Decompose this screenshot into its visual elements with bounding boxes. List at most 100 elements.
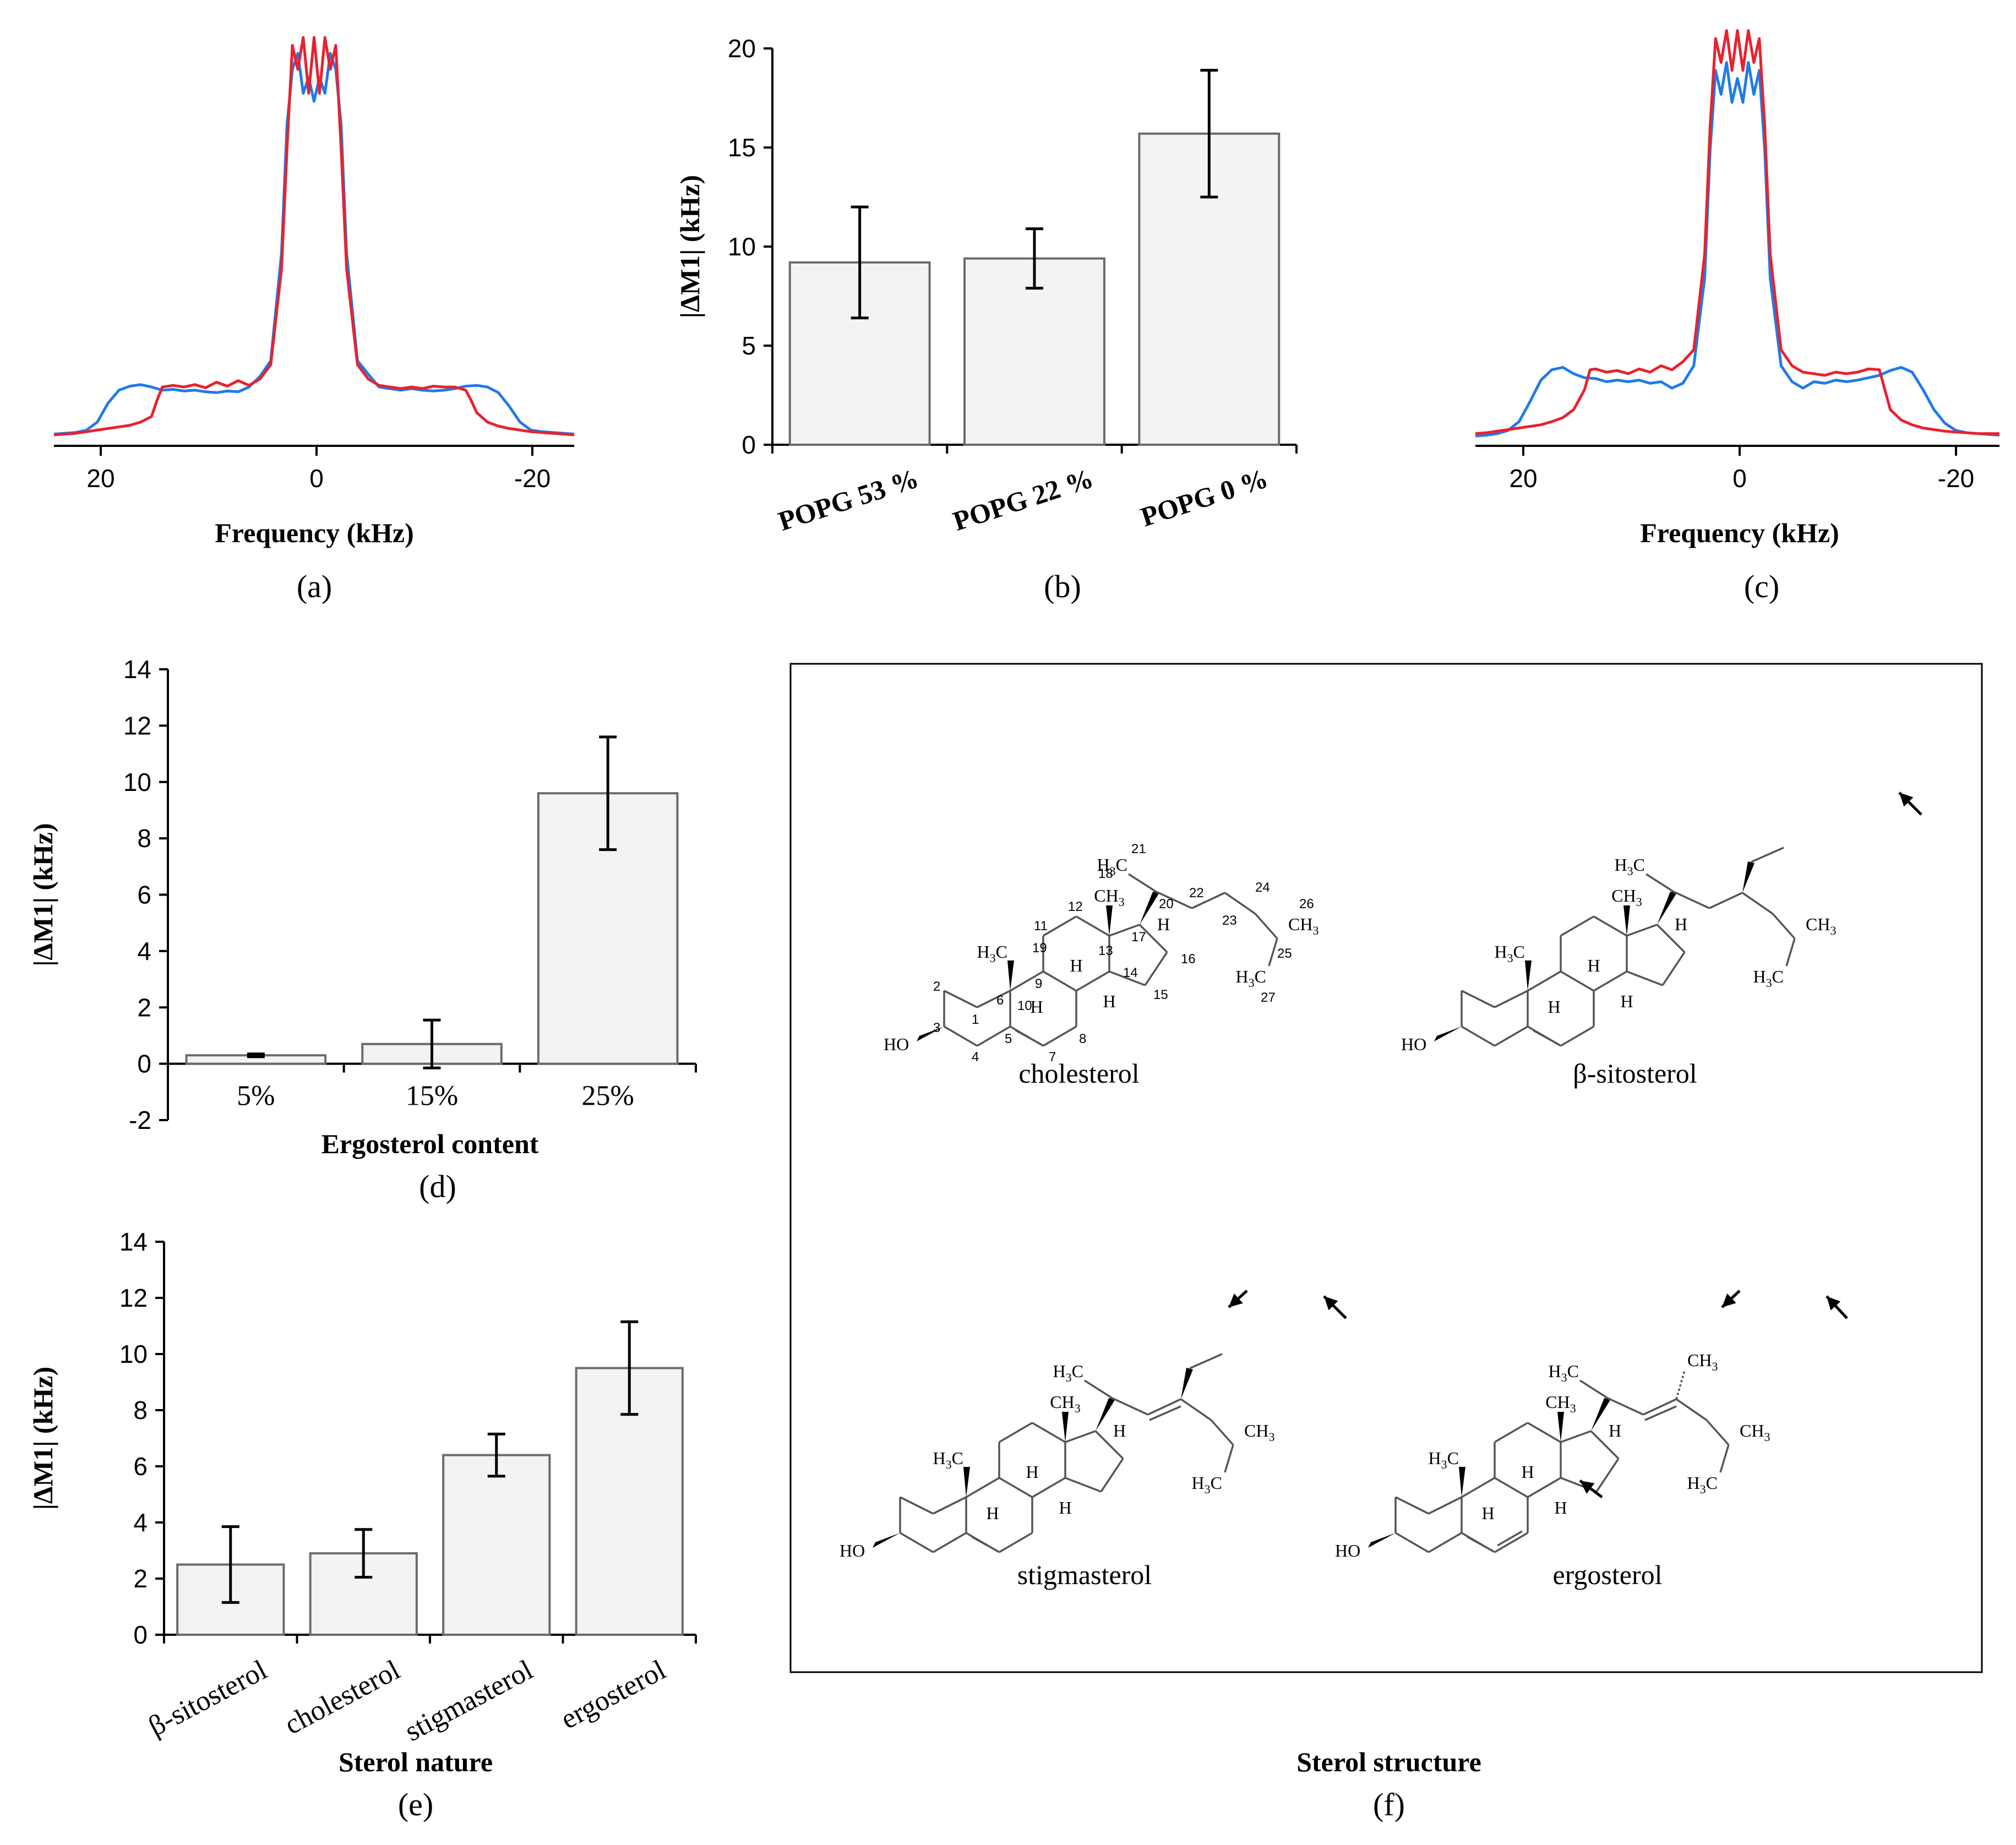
bond: [1254, 913, 1278, 940]
carbon-number: 15: [1153, 987, 1168, 1002]
bond: [944, 1025, 978, 1047]
wedge-bond: [1434, 1027, 1462, 1041]
h-label: H: [1587, 956, 1600, 975]
bond: [1579, 1379, 1608, 1399]
f-panel-label: (f): [1373, 1787, 1405, 1822]
a-series-line-blue: [53, 52, 575, 436]
wedge-bond: [1368, 1533, 1396, 1548]
bond: [944, 990, 978, 1008]
wedge-bond: [1623, 905, 1630, 936]
bond: [1595, 1458, 1620, 1492]
methyl-label: CH3: [1687, 1350, 1718, 1373]
h-label: H: [1070, 956, 1082, 975]
carbon-number: 26: [1299, 897, 1314, 911]
panel-e-bar-chart: 0 2 4 6 8 10 12 14 |ΔM1| (kHz) β-sitosterol choles…: [28, 1227, 697, 1822]
bond: [977, 1025, 1011, 1047]
bond: [1428, 1496, 1462, 1515]
e-category-label: stigmasterol: [400, 1654, 538, 1748]
bond: [900, 1496, 934, 1515]
e-y-tick-label: 6: [133, 1452, 148, 1481]
carbon-number: 22: [1189, 886, 1204, 900]
b-y-tick-label: 0: [742, 430, 756, 459]
wedge-bond: [1557, 1412, 1564, 1442]
double-bond: [1533, 1029, 1560, 1046]
f-title: Sterol structure: [1296, 1746, 1481, 1777]
bond: [1461, 1477, 1495, 1498]
h-label: H: [1157, 914, 1170, 934]
bond: [1494, 1422, 1528, 1443]
e-y-tick-label: 4: [133, 1508, 148, 1537]
bond: [1144, 952, 1168, 986]
wedge-bond: [1657, 892, 1677, 925]
arrow-icon: [1722, 1293, 1736, 1307]
methyl-label: CH3: [1094, 886, 1124, 909]
bond: [1656, 924, 1686, 953]
d-y-tick-label: -2: [129, 1106, 151, 1134]
b-panel-label: (b): [1044, 569, 1081, 604]
d-y-tick-label: 12: [123, 711, 151, 740]
sitosterol-structure: HO H3C CH3 H H H H H3C CH3 H3C: [1401, 847, 1836, 1054]
b-category-label: POPG 22 %: [949, 462, 1097, 537]
c-tick-label: -20: [1938, 464, 1974, 493]
c-panel-label: (c): [1744, 569, 1779, 604]
bond: [1128, 873, 1157, 893]
bond: [1224, 892, 1256, 915]
carbon-number: 9: [1035, 976, 1042, 991]
bond: [977, 990, 1011, 1008]
bond: [1100, 1458, 1124, 1492]
methyl-label: CH3: [1545, 1392, 1576, 1415]
bond: [1751, 847, 1784, 863]
e-panel-label: (e): [398, 1787, 433, 1822]
e-y-tick-label: 14: [119, 1227, 148, 1256]
e-bar-3: [442, 1454, 551, 1636]
wedge-bond: [1459, 1467, 1465, 1497]
bond: [1156, 891, 1192, 909]
h-label: H: [1548, 997, 1560, 1017]
d-y-tick-label: 6: [137, 881, 151, 909]
bond: [1076, 915, 1110, 937]
bond: [1065, 1430, 1096, 1443]
wedge-bond: [1062, 1412, 1069, 1442]
bond: [1076, 970, 1110, 992]
h-label: H: [1521, 1462, 1534, 1482]
methyl-label: CH3: [1611, 886, 1642, 909]
b-bar-1: [788, 261, 931, 446]
carbon-number: 1: [972, 1012, 979, 1027]
bond: [1626, 924, 1658, 937]
bond: [1043, 970, 1077, 992]
bond: [1742, 892, 1773, 915]
methyl-label: H3C: [1192, 1473, 1222, 1496]
ho-label: HO: [1401, 1034, 1426, 1054]
methyl-label: H3C: [1236, 967, 1266, 990]
bond: [966, 1477, 1000, 1498]
methyl-label: H3C: [1053, 1361, 1083, 1384]
methyl-label: H3C: [1097, 855, 1127, 878]
e-category-label: ergosterol: [555, 1654, 671, 1735]
c-series-line-blue: [1475, 61, 2000, 438]
bond: [1043, 1025, 1077, 1047]
double-bond: [1497, 1530, 1523, 1547]
bond: [1527, 1477, 1561, 1498]
bond: [1109, 924, 1140, 937]
bond: [1210, 1419, 1234, 1446]
methyl-label: H3C: [933, 1448, 963, 1471]
e-category-label: β-sitosterol: [144, 1654, 273, 1742]
carbon-number: 20: [1159, 897, 1174, 911]
c-x-axis-title: Frequency (kHz): [1640, 517, 1839, 548]
bond: [1094, 1430, 1124, 1460]
double-bond: [971, 1536, 998, 1552]
wedge-bond: [963, 1467, 970, 1497]
bond: [1268, 938, 1278, 967]
d-y-tick-label: 10: [123, 768, 151, 796]
bond: [1138, 924, 1168, 953]
bond: [1395, 1532, 1429, 1553]
h-label: H: [1675, 914, 1687, 934]
bond: [1494, 990, 1528, 1008]
h-label: H: [986, 1503, 999, 1523]
arrow-icon: [1580, 1481, 1595, 1494]
bond: [933, 1532, 967, 1553]
methyl-label: H3C: [977, 942, 1007, 965]
bond: [1428, 1532, 1462, 1553]
c-series-line-red: [1475, 29, 1999, 435]
